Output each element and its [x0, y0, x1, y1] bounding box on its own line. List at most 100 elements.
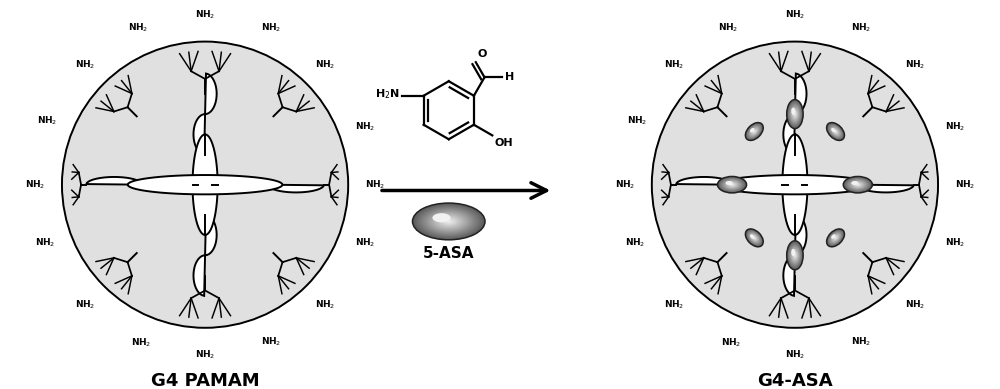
Ellipse shape [434, 214, 463, 229]
Ellipse shape [788, 102, 802, 127]
Ellipse shape [828, 123, 844, 140]
Ellipse shape [728, 182, 736, 187]
Ellipse shape [751, 128, 758, 135]
Ellipse shape [856, 184, 860, 186]
Ellipse shape [789, 103, 801, 125]
Ellipse shape [753, 130, 756, 133]
Text: NH$_2$: NH$_2$ [131, 336, 151, 349]
Ellipse shape [847, 179, 868, 191]
Ellipse shape [791, 108, 798, 120]
Ellipse shape [752, 236, 756, 240]
Ellipse shape [752, 235, 757, 240]
Ellipse shape [794, 254, 795, 256]
Ellipse shape [854, 183, 861, 187]
Ellipse shape [720, 178, 744, 191]
Text: 5-ASA: 5-ASA [423, 246, 475, 261]
Ellipse shape [829, 231, 842, 244]
Ellipse shape [830, 126, 841, 137]
Text: NH$_2$: NH$_2$ [25, 179, 45, 191]
Ellipse shape [830, 126, 841, 137]
Text: G4-ASA: G4-ASA [757, 372, 833, 389]
Ellipse shape [725, 180, 739, 189]
Polygon shape [783, 215, 807, 296]
Ellipse shape [750, 233, 759, 243]
Ellipse shape [448, 221, 450, 222]
Ellipse shape [748, 126, 760, 137]
Text: NH$_2$: NH$_2$ [851, 22, 872, 34]
Text: NH$_2$: NH$_2$ [75, 299, 95, 311]
Ellipse shape [793, 251, 797, 259]
Text: NH$_2$: NH$_2$ [315, 58, 336, 70]
Ellipse shape [429, 212, 468, 231]
Ellipse shape [746, 229, 763, 247]
Text: NH$_2$: NH$_2$ [627, 115, 647, 127]
Ellipse shape [747, 124, 761, 138]
Ellipse shape [445, 220, 452, 223]
Ellipse shape [851, 181, 865, 189]
Ellipse shape [828, 230, 844, 246]
Ellipse shape [851, 180, 865, 189]
Ellipse shape [752, 235, 757, 240]
Polygon shape [718, 175, 872, 194]
Ellipse shape [791, 248, 799, 263]
Ellipse shape [828, 231, 843, 245]
Ellipse shape [830, 232, 841, 244]
Text: NH$_2$: NH$_2$ [905, 299, 925, 311]
Ellipse shape [788, 101, 802, 127]
Ellipse shape [751, 235, 757, 241]
Ellipse shape [789, 244, 801, 266]
Text: NH$_2$: NH$_2$ [365, 179, 385, 191]
Ellipse shape [834, 237, 837, 239]
Ellipse shape [718, 177, 747, 193]
Ellipse shape [827, 230, 844, 246]
Ellipse shape [433, 214, 464, 230]
Ellipse shape [787, 100, 803, 129]
Ellipse shape [789, 245, 801, 265]
Ellipse shape [789, 245, 801, 266]
Ellipse shape [831, 233, 840, 242]
Ellipse shape [788, 243, 802, 267]
Ellipse shape [792, 109, 798, 119]
Circle shape [62, 42, 348, 328]
Ellipse shape [749, 126, 759, 137]
Ellipse shape [724, 180, 740, 189]
Ellipse shape [832, 234, 839, 242]
Ellipse shape [793, 111, 797, 117]
Text: NH$_2$: NH$_2$ [261, 335, 282, 348]
Ellipse shape [833, 235, 839, 241]
Ellipse shape [750, 234, 758, 242]
Ellipse shape [749, 233, 760, 243]
Ellipse shape [426, 210, 472, 233]
Text: NH$_2$: NH$_2$ [355, 237, 375, 249]
Ellipse shape [829, 231, 842, 245]
Text: OH: OH [494, 138, 513, 148]
Ellipse shape [720, 177, 745, 192]
Ellipse shape [753, 237, 756, 239]
Ellipse shape [723, 180, 741, 189]
Ellipse shape [722, 179, 742, 190]
Text: NH$_2$: NH$_2$ [785, 8, 805, 21]
Ellipse shape [794, 253, 796, 258]
Ellipse shape [719, 177, 745, 192]
Ellipse shape [848, 179, 868, 191]
Ellipse shape [754, 131, 755, 132]
Ellipse shape [832, 128, 839, 135]
Ellipse shape [791, 107, 799, 121]
Ellipse shape [748, 232, 760, 244]
Ellipse shape [830, 233, 841, 243]
Text: G4 PAMAM: G4 PAMAM [151, 372, 259, 389]
Ellipse shape [747, 231, 761, 245]
Ellipse shape [793, 252, 797, 259]
Ellipse shape [830, 233, 841, 243]
Ellipse shape [832, 128, 839, 135]
Ellipse shape [844, 177, 872, 193]
Ellipse shape [792, 250, 798, 261]
Ellipse shape [791, 249, 795, 256]
Ellipse shape [747, 230, 762, 245]
Ellipse shape [753, 237, 755, 239]
Ellipse shape [851, 181, 864, 188]
Polygon shape [193, 74, 217, 155]
Ellipse shape [432, 213, 466, 230]
Ellipse shape [844, 177, 871, 193]
Ellipse shape [827, 229, 844, 247]
